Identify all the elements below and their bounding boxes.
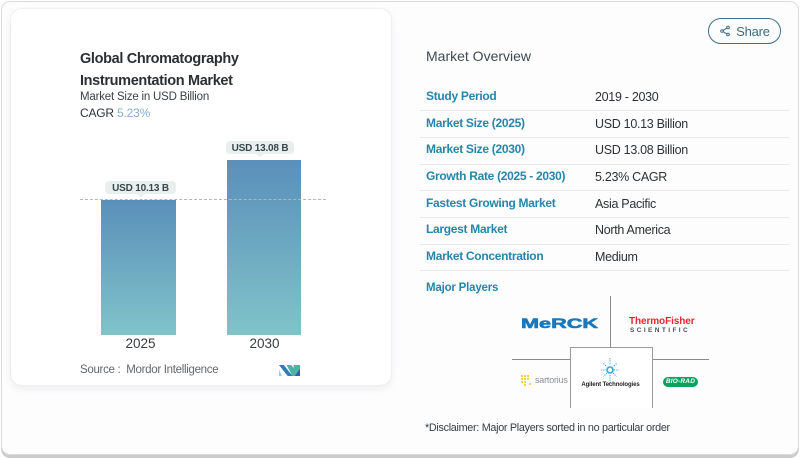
svg-text:MeRCK: MeRCK (521, 316, 598, 330)
